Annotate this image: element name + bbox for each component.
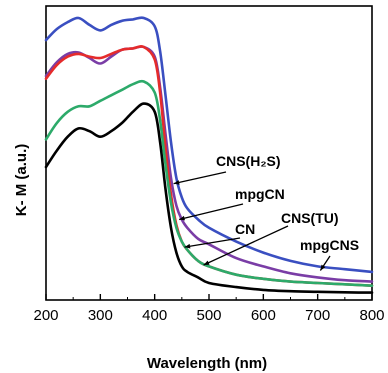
annotation-arrow bbox=[184, 237, 241, 248]
annotation-arrow bbox=[178, 203, 244, 221]
annotation-arrowhead bbox=[184, 243, 191, 249]
annotation-label: CNS(TU) bbox=[281, 210, 339, 226]
x-axis-label: Wavelength (nm) bbox=[147, 355, 267, 372]
series-line-mpgcn bbox=[44, 45, 374, 283]
annotation-arrow bbox=[203, 225, 289, 266]
plot-frame bbox=[45, 5, 373, 301]
series-line-cns-h2s bbox=[44, 16, 374, 274]
annotation-label: CN bbox=[235, 221, 255, 237]
x-tick-label: 200 bbox=[33, 307, 58, 324]
x-ticks: 200 300 400 500 600 700 800 bbox=[33, 294, 385, 324]
series-group bbox=[44, 16, 374, 294]
annotation-arrow bbox=[173, 171, 227, 185]
x-tick-label: 600 bbox=[251, 307, 276, 324]
annotation-arrowhead bbox=[173, 180, 180, 185]
x-tick-label: 700 bbox=[305, 307, 330, 324]
annotations: CNS(H₂S) mpgCN CN CNS(TU) mpgCNS bbox=[173, 153, 359, 271]
series-line-mpgcns bbox=[44, 102, 374, 294]
annotation-arrowhead bbox=[320, 264, 326, 271]
x-tick-label: 500 bbox=[196, 307, 221, 324]
annotation-label: CNS(H₂S) bbox=[216, 153, 281, 169]
x-tick-label: 400 bbox=[142, 307, 167, 324]
x-tick-label: 800 bbox=[359, 307, 384, 324]
annotation-label: mpgCN bbox=[235, 186, 285, 202]
annotation-arrowhead bbox=[179, 215, 185, 221]
annotation-label: mpgCNS bbox=[300, 237, 359, 253]
plot-border bbox=[45, 5, 373, 301]
y-axis-label: K- M (a.u.) bbox=[13, 144, 30, 217]
x-tick-label: 300 bbox=[88, 307, 113, 324]
annotation-arrowhead bbox=[203, 260, 210, 266]
series-line-cns-tu bbox=[44, 79, 374, 287]
